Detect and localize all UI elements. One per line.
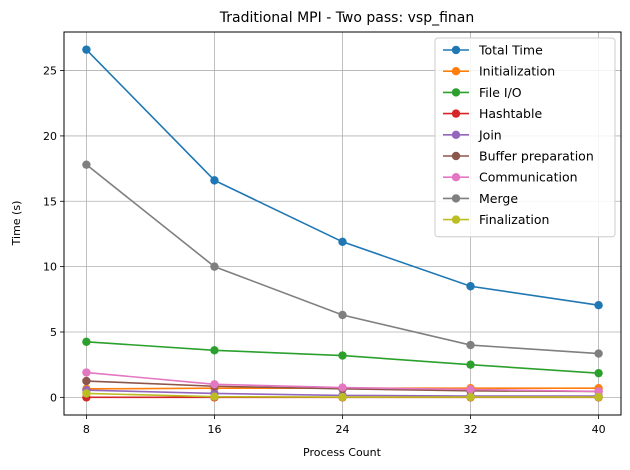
x-tick-label: 16: [207, 423, 221, 436]
x-tick-label: 32: [464, 423, 478, 436]
data-point: [338, 392, 347, 402]
legend-marker: [451, 109, 461, 118]
legend-item: Initialization: [443, 64, 555, 79]
data-point: [210, 262, 219, 271]
legend-label: Merge: [479, 191, 518, 206]
data-point: [466, 385, 475, 394]
legend-marker: [451, 194, 461, 203]
y-tick-label: 20: [43, 130, 57, 143]
legend-label: Total Time: [478, 43, 543, 58]
chart-title: Traditional MPI - Two pass: vsp_finan: [219, 10, 474, 26]
series: [82, 337, 603, 378]
x-axis: 8 16 24 32 40: [83, 415, 606, 436]
legend-label: Communication: [479, 170, 578, 185]
x-tick-label: 40: [592, 423, 606, 436]
data-point: [466, 340, 475, 350]
data-point: [466, 392, 475, 402]
data-point: [594, 392, 603, 402]
y-tick-label: 15: [43, 195, 57, 208]
x-tick-label: 8: [83, 423, 90, 436]
legend-item: Merge: [443, 191, 518, 206]
data-point: [338, 351, 347, 360]
data-point: [210, 380, 219, 389]
y-axis: 0 5 10 15 20 25: [43, 65, 64, 404]
y-tick-label: 25: [43, 65, 57, 78]
series: [82, 368, 603, 396]
legend-marker: [451, 173, 461, 182]
legend-item: Hashtable: [443, 106, 542, 121]
x-tick-label: 24: [336, 423, 350, 436]
data-point: [82, 45, 91, 54]
y-axis-label: Time (s): [10, 201, 23, 247]
data-point: [210, 392, 219, 401]
legend-marker: [451, 151, 461, 161]
data-point: [594, 368, 603, 378]
series: [82, 160, 603, 358]
data-point: [466, 360, 475, 369]
legend-marker: [451, 45, 461, 55]
legend-label: Hashtable: [479, 106, 542, 121]
data-point: [338, 310, 347, 320]
legend-item: Join: [443, 127, 502, 142]
x-axis-label: Process Count: [303, 446, 382, 459]
legend-marker: [451, 88, 461, 97]
data-point: [594, 300, 603, 310]
legend-label: File I/O: [479, 85, 522, 100]
data-point: [338, 237, 347, 247]
y-tick-label: 0: [50, 391, 57, 404]
legend-item: Total Time: [443, 43, 543, 58]
legend-box: [434, 37, 616, 238]
data-point: [82, 160, 91, 169]
legend-marker: [451, 130, 461, 139]
legend-label: Buffer preparation: [479, 149, 594, 164]
legend-label: Initialization: [479, 64, 555, 79]
legend-label: Finalization: [479, 212, 549, 227]
data-point: [82, 376, 91, 386]
data-point: [466, 282, 475, 291]
y-tick-label: 5: [50, 326, 57, 339]
legend: Total Time Initialization File I/O Hashtabl…: [434, 37, 616, 238]
data-point: [82, 389, 91, 398]
data-point: [210, 176, 219, 185]
y-tick-label: 10: [43, 261, 57, 274]
data-point: [594, 349, 603, 358]
series: [82, 45, 603, 310]
data-point: [82, 368, 91, 377]
data-point: [82, 337, 91, 346]
legend-item: Buffer preparation: [443, 149, 594, 164]
legend-item: Finalization: [443, 212, 549, 227]
series: [82, 389, 603, 402]
legend-item: File I/O: [443, 85, 522, 100]
legend-marker: [451, 215, 461, 224]
legend-item: Communication: [443, 170, 578, 185]
series-group: [82, 45, 603, 402]
legend-label: Join: [478, 127, 502, 142]
data-point: [210, 346, 219, 355]
legend-marker: [451, 67, 461, 76]
data-point: [338, 383, 347, 392]
